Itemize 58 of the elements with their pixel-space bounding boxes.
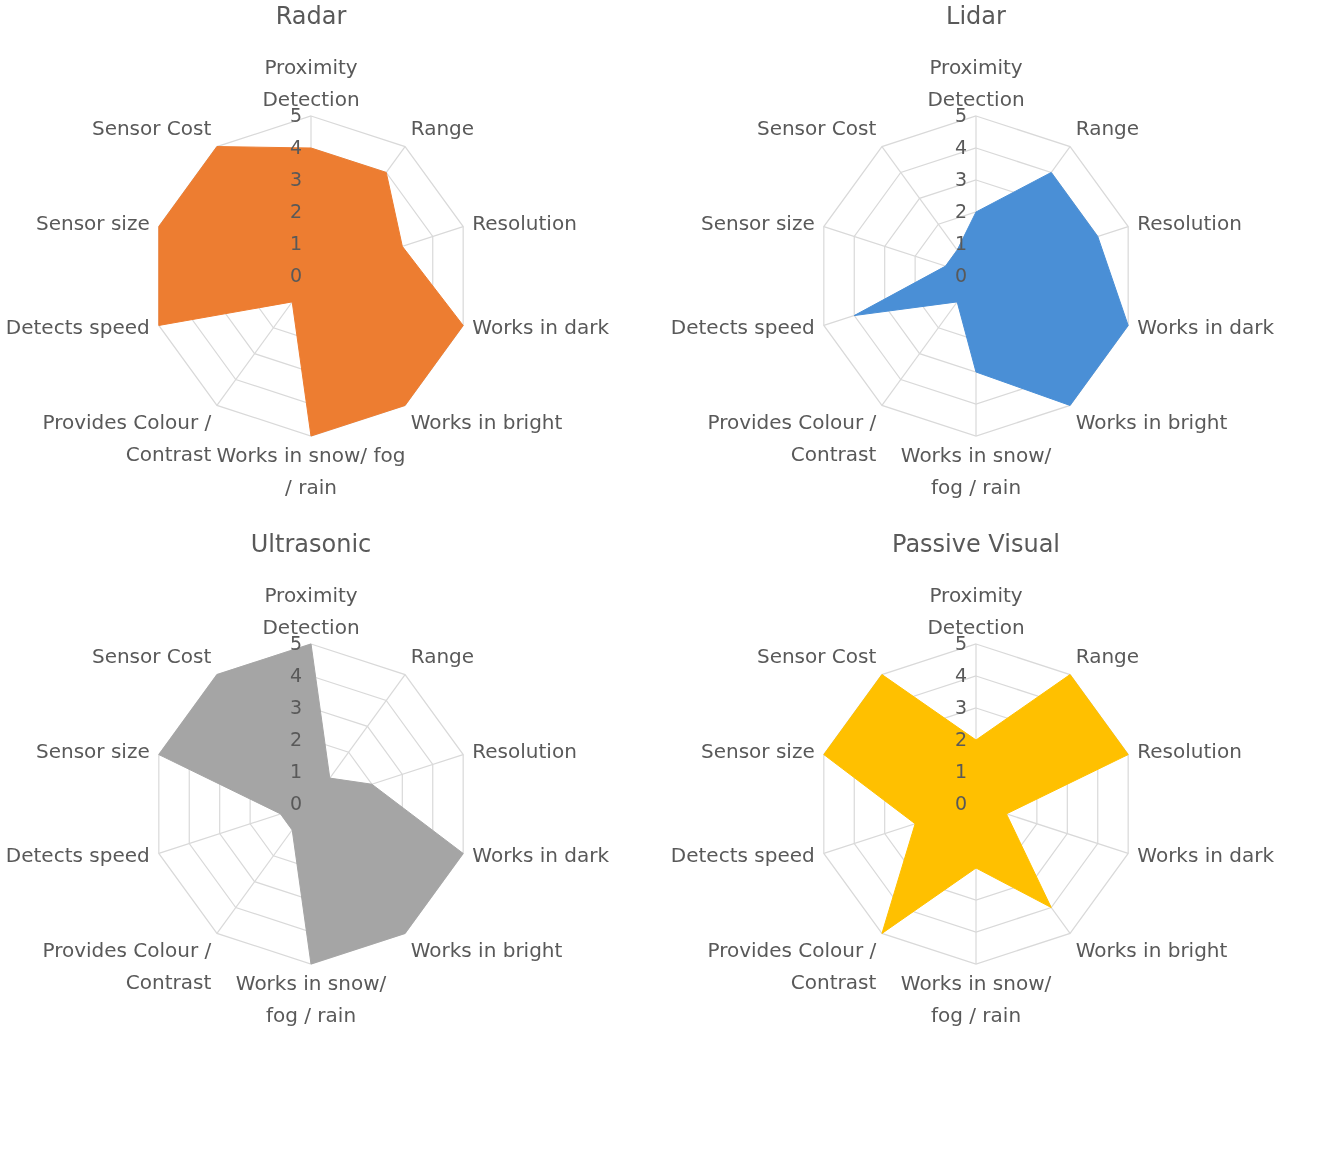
y-tick-label: 4 — [954, 136, 967, 158]
spoke-label: Sensor size — [36, 738, 150, 763]
y-tick-label: 0 — [954, 264, 967, 286]
spoke-label: Detects speed — [670, 843, 815, 868]
spoke-label: Resolution — [472, 210, 577, 235]
y-tick-label: 1 — [954, 760, 967, 782]
spoke-label: Works in snow/ fog / rain — [216, 442, 406, 499]
spoke-label: Range — [1075, 115, 1140, 140]
y-tick-label: 2 — [954, 728, 967, 750]
y-tick-label: 2 — [954, 200, 967, 222]
spoke-label: Sensor size — [701, 738, 815, 763]
spoke-label: Works in snow/ fog / rain — [235, 970, 387, 1027]
spoke-label: Works in dark — [472, 315, 610, 340]
chart-title: Passive Visual — [891, 530, 1061, 558]
spoke-label: Range — [1075, 643, 1140, 668]
y-tick-label: 1 — [289, 232, 302, 254]
spoke-label: Sensor Cost — [91, 115, 212, 140]
y-tick-label: 4 — [954, 664, 967, 686]
y-tick-label: 0 — [954, 792, 967, 814]
spoke-label: Provides Colour / Contrast — [707, 938, 877, 995]
chart-title: Radar — [275, 2, 347, 30]
spoke-label: Detects speed — [670, 315, 815, 340]
y-tick-label: 3 — [289, 696, 302, 718]
spoke-label: Provides Colour / Contrast — [42, 410, 212, 467]
y-tick-label: 4 — [289, 664, 302, 686]
spoke-label: Works in bright — [410, 410, 563, 435]
y-tick-label: 3 — [289, 168, 302, 190]
chart-title: Lidar — [946, 2, 1007, 30]
spoke-label: Works in dark — [472, 843, 610, 868]
spoke-label: Provides Colour / Contrast — [707, 410, 877, 467]
spoke-label: Works in bright — [410, 938, 563, 963]
chart-title: Ultrasonic — [250, 530, 372, 558]
spoke-label: Sensor Cost — [756, 115, 877, 140]
spoke-label: Sensor Cost — [756, 643, 877, 668]
y-tick-label: 2 — [289, 728, 302, 750]
spoke-label: Works in snow/ fog / rain — [900, 970, 1052, 1027]
spoke-label: Detects speed — [5, 315, 150, 340]
y-tick-label: 1 — [289, 760, 302, 782]
spoke-label: Provides Colour / Contrast — [42, 938, 212, 995]
spoke-label: Works in bright — [1075, 938, 1228, 963]
spoke-label: Works in dark — [1137, 843, 1275, 868]
spoke-label: Sensor size — [701, 210, 815, 235]
y-tick-label: 2 — [289, 200, 302, 222]
spoke-label: Detects speed — [5, 843, 150, 868]
spoke-label: Works in bright — [1075, 410, 1228, 435]
spoke-label: Sensor size — [36, 210, 150, 235]
spoke-label: Sensor Cost — [91, 643, 212, 668]
spoke-label: Works in snow/ fog / rain — [900, 442, 1052, 499]
spoke-label: Resolution — [1137, 738, 1242, 763]
spoke-label: Range — [410, 643, 475, 668]
spoke-label: Range — [410, 115, 475, 140]
spoke-label: Resolution — [472, 738, 577, 763]
y-tick-label: 3 — [954, 168, 967, 190]
spoke-label: Works in dark — [1137, 315, 1275, 340]
y-tick-label: 0 — [289, 792, 302, 814]
y-tick-label: 3 — [954, 696, 967, 718]
spoke-label: Resolution — [1137, 210, 1242, 235]
y-tick-label: 0 — [289, 264, 302, 286]
